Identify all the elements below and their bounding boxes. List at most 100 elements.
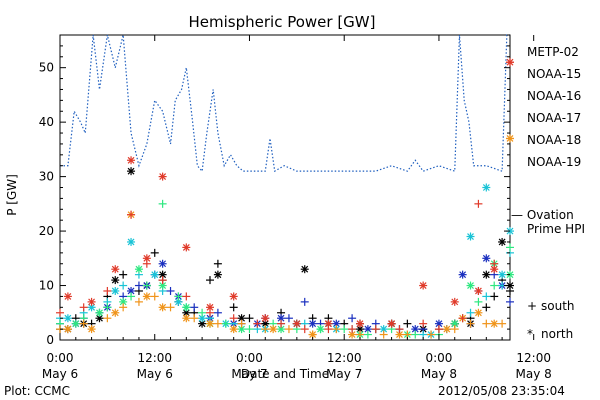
north-marker (474, 286, 483, 295)
south-marker (253, 319, 262, 328)
north-marker (450, 297, 459, 306)
north-marker (348, 330, 357, 339)
south-marker (198, 308, 207, 317)
south-marker (213, 259, 222, 268)
ovation-series-line (60, 34, 510, 173)
north-marker (111, 276, 120, 285)
north-marker (466, 232, 475, 241)
north-marker (134, 265, 143, 274)
legend-marker-symbol: * (527, 327, 533, 341)
plot-frame (59, 34, 511, 341)
y-tick-label: 30 (39, 170, 54, 184)
ovation-label-line2: Prime HPI (527, 222, 585, 236)
south-marker (466, 308, 475, 317)
north-marker (292, 319, 301, 328)
south-marker (119, 303, 128, 312)
north-marker (142, 292, 151, 301)
south-marker (190, 303, 199, 312)
legend-entry: NOAA-16 (527, 89, 581, 103)
x-tick-time: 0:00 (236, 351, 263, 365)
south-marker (466, 319, 475, 328)
north-marker (474, 308, 483, 317)
north-marker (198, 319, 207, 328)
north-marker (182, 314, 191, 323)
south-marker (158, 199, 167, 208)
y-tick-label: 10 (39, 279, 54, 293)
north-marker (127, 156, 136, 165)
data-markers (56, 58, 514, 339)
north-marker (261, 319, 270, 328)
north-marker (308, 319, 317, 328)
south-marker (166, 286, 175, 295)
plot-area (59, 34, 511, 341)
north-marker (506, 134, 514, 143)
x-tick-date: May 6 (42, 367, 78, 381)
legend-entry: NOAA-19 (527, 155, 581, 169)
south-marker (450, 325, 459, 334)
south-marker (213, 319, 222, 328)
north-marker (419, 281, 428, 290)
south-marker (245, 314, 254, 323)
south-marker (245, 325, 254, 334)
south-marker (300, 325, 309, 334)
north-marker (442, 325, 451, 334)
south-marker (261, 325, 270, 334)
north-marker (182, 303, 191, 312)
north-marker (63, 325, 72, 334)
south-marker (229, 303, 238, 312)
north-marker (458, 270, 467, 279)
north-marker (158, 259, 167, 268)
plot-credit: Plot: CCMC (4, 384, 70, 398)
south-marker (474, 297, 483, 306)
north-marker (277, 314, 286, 323)
north-marker (182, 243, 191, 252)
south-marker (103, 303, 112, 312)
south-marker (142, 281, 151, 290)
south-marker (403, 319, 412, 328)
north-marker (87, 303, 96, 312)
south-marker (119, 270, 128, 279)
south-marker (237, 319, 246, 328)
north-marker (387, 319, 396, 328)
north-marker (229, 325, 238, 334)
north-marker (482, 270, 491, 279)
north-marker (142, 254, 151, 263)
south-marker (150, 292, 159, 301)
south-marker (427, 330, 436, 339)
north-marker (316, 325, 325, 334)
x-tick-date: May 8 (516, 367, 552, 381)
legend-entry: METP-02 (527, 45, 579, 59)
x-tick-time: 12:00 (516, 351, 551, 365)
north-marker (63, 314, 72, 323)
x-tick-date: May 8 (421, 367, 457, 381)
south-marker (300, 297, 309, 306)
south-marker (506, 243, 514, 252)
south-marker (277, 319, 286, 328)
north-marker (150, 270, 159, 279)
legend-marker-symbol: + (527, 299, 537, 313)
north-marker (506, 58, 514, 67)
x-tick-time: 12:00 (137, 351, 172, 365)
north-marker (482, 183, 491, 192)
south-marker (206, 276, 214, 285)
south-marker (474, 199, 483, 208)
y-tick-label: 0 (46, 333, 54, 347)
south-marker (332, 325, 341, 334)
north-marker (466, 281, 475, 290)
north-marker (324, 319, 333, 328)
legend: METP-02 NOAA-15 NOAA-16 NOAA-17 NOAA-18 NOAA-… (527, 45, 581, 341)
legend-marker-label: south (541, 299, 575, 313)
south-marker (371, 325, 380, 334)
north-marker (300, 265, 309, 274)
south-marker (395, 325, 404, 334)
north-marker (174, 297, 183, 306)
south-marker (348, 325, 357, 334)
ovation-label-line1: — Ovation (511, 208, 574, 222)
south-marker (434, 325, 443, 334)
y-tick-label: 20 (39, 224, 54, 238)
x-tick-date: May 7 (326, 367, 362, 381)
x-tick-date: May 6 (137, 367, 173, 381)
x-tick-date: May 7 (231, 367, 267, 381)
south-marker (506, 297, 514, 306)
north-marker (111, 265, 120, 274)
